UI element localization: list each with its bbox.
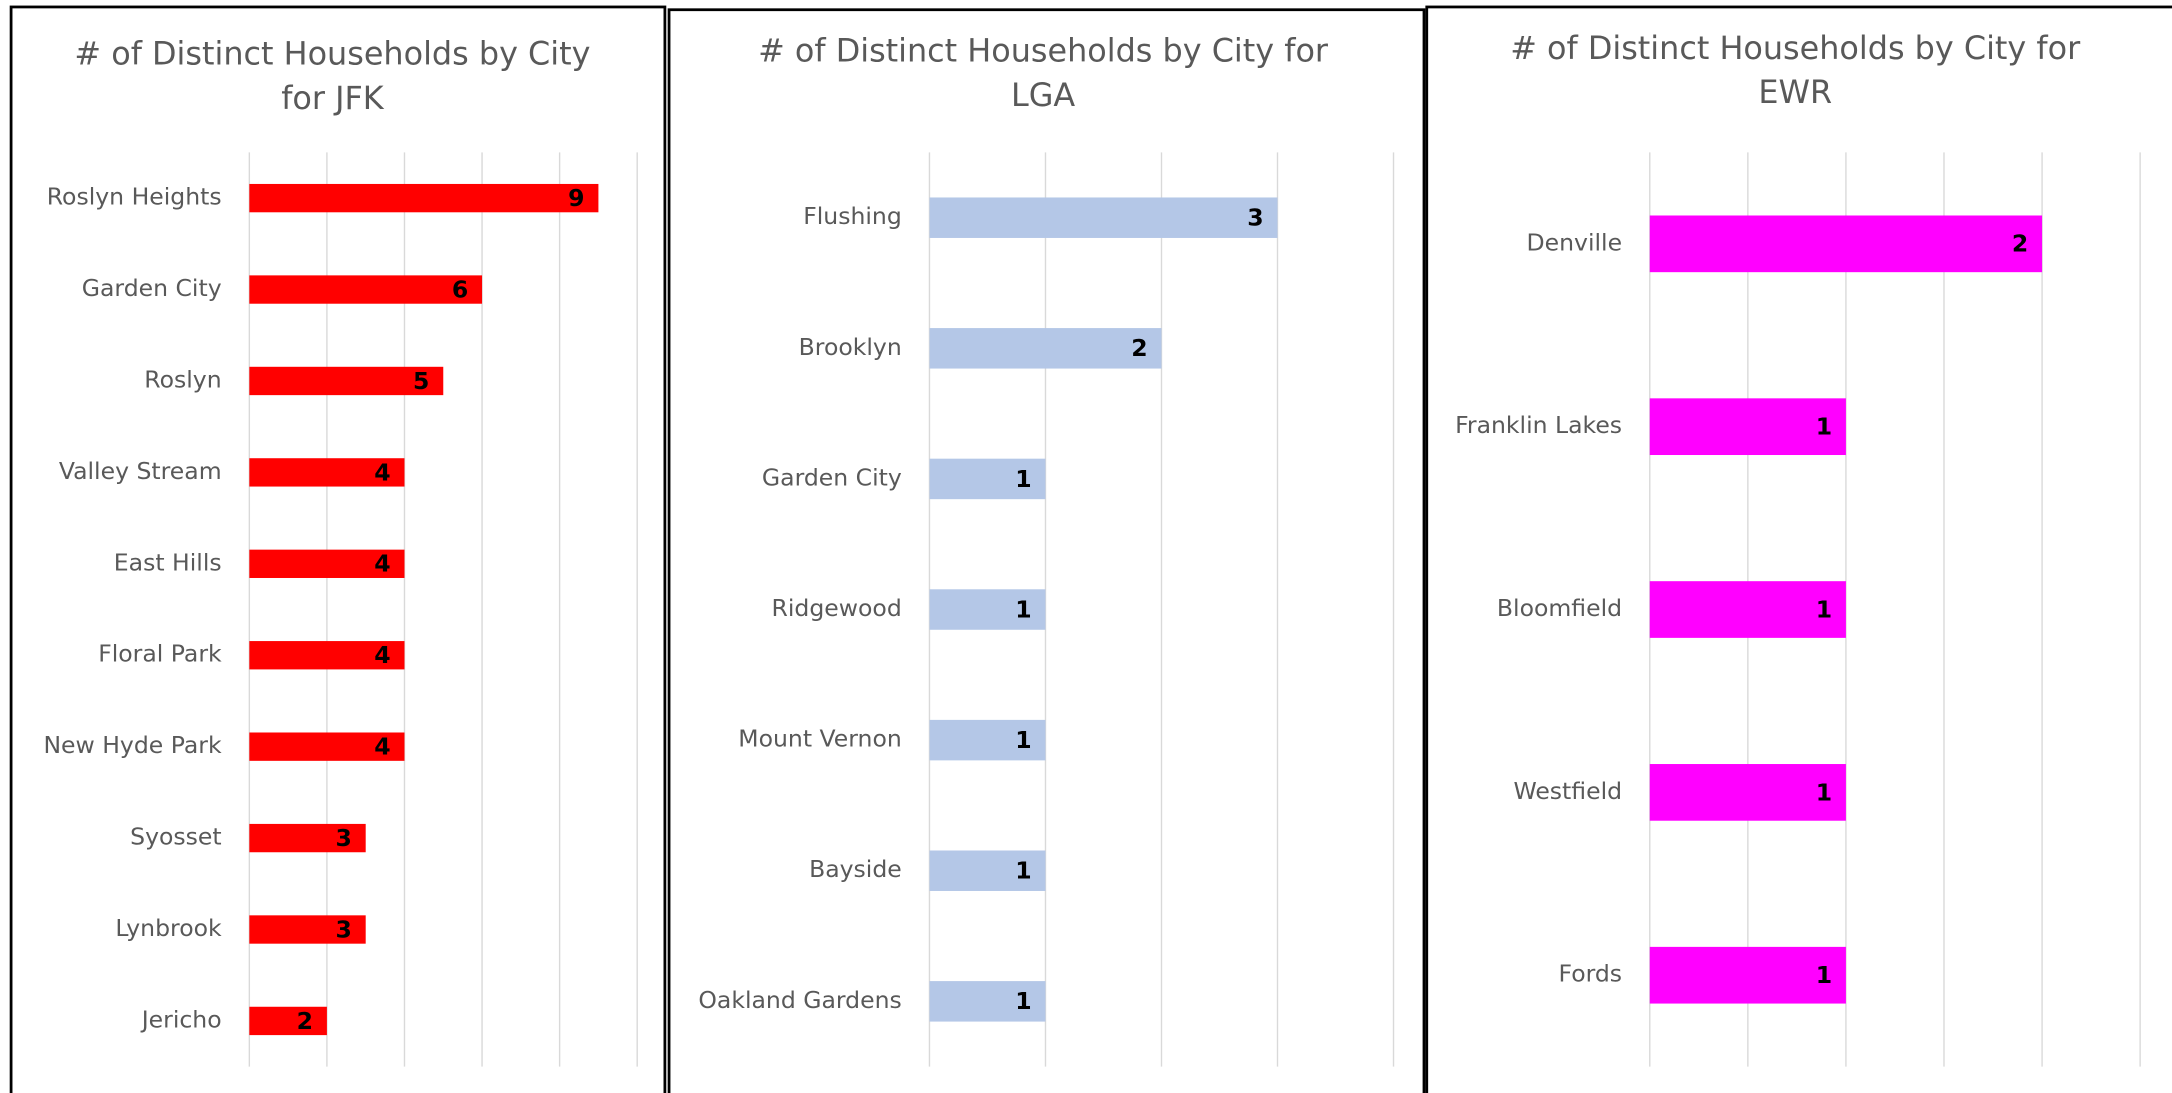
data-label: 2 xyxy=(297,1007,313,1035)
bar xyxy=(249,183,599,213)
data-label: 4 xyxy=(374,733,390,761)
category-label: East Hills xyxy=(114,548,222,576)
category-label: Bloomfield xyxy=(1497,594,1622,622)
bar xyxy=(249,641,405,670)
data-label: 1 xyxy=(1015,465,1031,493)
category-label: Floral Park xyxy=(98,640,222,668)
data-label: 1 xyxy=(1816,413,1832,441)
bar xyxy=(249,1006,327,1036)
data-label: 1 xyxy=(1015,857,1031,885)
bar xyxy=(249,732,405,761)
chart-title: LGA xyxy=(1011,76,1075,114)
bar xyxy=(249,549,405,578)
category-label: Valley Stream xyxy=(59,457,222,485)
bar xyxy=(1649,764,1846,821)
category-label: Syosset xyxy=(130,823,221,851)
bar xyxy=(1649,215,2043,273)
bar xyxy=(929,850,1046,891)
data-label: 1 xyxy=(1816,961,1832,989)
category-label: Denville xyxy=(1527,228,1623,256)
category-label: Lynbrook xyxy=(115,914,222,942)
category-label: Garden City xyxy=(82,274,222,302)
bar xyxy=(929,719,1046,761)
data-label: 1 xyxy=(1015,987,1031,1015)
panel-frame xyxy=(667,8,1426,1093)
chart-title: EWR xyxy=(1758,73,1832,111)
category-label: Franklin Lakes xyxy=(1455,411,1622,439)
category-label: Ridgewood xyxy=(772,594,902,622)
data-label: 1 xyxy=(1816,595,1832,623)
bar xyxy=(249,458,405,487)
panel-frame xyxy=(9,5,667,1093)
bar xyxy=(1649,946,1846,1004)
chart-title: for JFK xyxy=(281,79,385,117)
bar xyxy=(929,197,1278,238)
bar xyxy=(929,328,1162,369)
data-label: 1 xyxy=(1015,726,1031,754)
data-label: 2 xyxy=(2012,230,2028,258)
bar xyxy=(249,275,483,304)
bar xyxy=(929,458,1046,500)
chart-title: # of Distinct Households by City xyxy=(74,34,590,72)
category-label: Roslyn Heights xyxy=(47,183,222,211)
category-label: Oakland Gardens xyxy=(698,986,901,1014)
data-label: 4 xyxy=(374,458,390,486)
data-label: 9 xyxy=(568,184,584,212)
panel-frame xyxy=(1425,5,2172,1093)
category-label: Bayside xyxy=(809,855,902,883)
bar xyxy=(1649,398,1846,456)
data-label: 3 xyxy=(1247,204,1263,232)
data-label: 3 xyxy=(335,824,351,852)
bar xyxy=(929,589,1046,630)
data-label: 1 xyxy=(1015,595,1031,623)
bar xyxy=(929,981,1046,1022)
category-label: Roslyn xyxy=(144,365,221,393)
data-label: 4 xyxy=(374,550,390,578)
category-label: Flushing xyxy=(803,202,902,230)
bar xyxy=(249,366,444,396)
category-label: New Hyde Park xyxy=(43,731,222,759)
bar xyxy=(249,915,366,944)
data-label: 5 xyxy=(413,367,429,395)
data-label: 3 xyxy=(335,915,351,943)
data-label: 2 xyxy=(1131,334,1147,362)
category-label: Jericho xyxy=(140,1005,222,1033)
chart-title: # of Distinct Households by City for xyxy=(758,32,1329,70)
category-label: Garden City xyxy=(762,463,902,491)
data-label: 6 xyxy=(452,275,468,303)
data-label: 4 xyxy=(374,641,390,669)
chart-title: # of Distinct Households by City for xyxy=(1510,29,2081,67)
category-label: Westfield xyxy=(1513,777,1622,805)
data-label: 1 xyxy=(1816,778,1832,806)
category-label: Brooklyn xyxy=(799,333,902,361)
bar xyxy=(249,823,366,853)
category-label: Mount Vernon xyxy=(738,725,901,753)
category-label: Fords xyxy=(1559,960,1623,988)
bar xyxy=(1649,581,1846,638)
